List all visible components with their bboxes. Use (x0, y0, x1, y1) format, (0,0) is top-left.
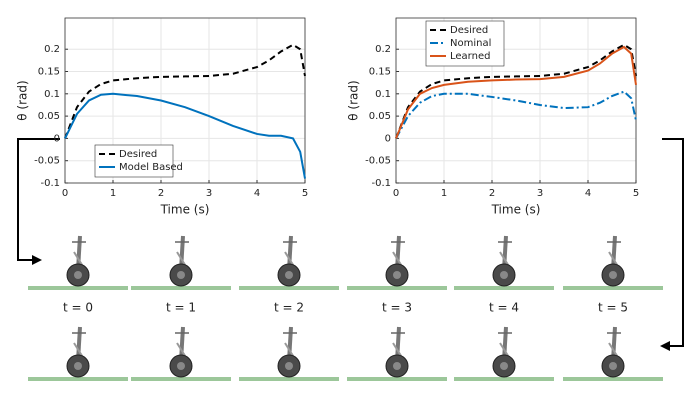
robot-hub (393, 362, 401, 370)
frame-label: t = 3 (382, 301, 412, 315)
y-tick-label: -0.05 (34, 156, 60, 167)
arrow-head (32, 255, 42, 265)
robot (454, 235, 554, 290)
robot-hub (609, 271, 617, 279)
legend-label: Learned (450, 51, 490, 62)
robot-hub (393, 271, 401, 279)
x-tick-label: 3 (537, 188, 543, 199)
robot (347, 235, 447, 290)
data-line (395, 90, 637, 139)
x-tick-label: 5 (633, 188, 639, 199)
robot (131, 326, 231, 381)
data-line (64, 92, 306, 179)
robot (563, 326, 663, 381)
arrow-right (662, 138, 684, 347)
robot (131, 235, 231, 290)
plot-frame (395, 17, 637, 184)
y-tick-label: -0.05 (365, 156, 391, 167)
x-tick-label: 4 (254, 188, 260, 199)
legend-label: Model Based (119, 162, 183, 173)
y-tick-label: 0 (54, 133, 60, 144)
robot-hub (500, 362, 508, 370)
frame-label: t = 5 (598, 301, 628, 315)
plot-frame (64, 17, 306, 184)
y-tick-label: 0.05 (369, 111, 391, 122)
y-tick-label: 0.1 (375, 89, 391, 100)
robot (563, 235, 663, 290)
y-tick-label: 0.1 (44, 89, 60, 100)
y-tick-label: -0.1 (40, 178, 60, 189)
robot-hub (177, 271, 185, 279)
robot-hub (74, 271, 82, 279)
frame-label: t = 2 (274, 301, 304, 315)
data-line (64, 43, 306, 139)
robot-hub (285, 271, 293, 279)
x-tick-label: 0 (393, 188, 399, 199)
robot (454, 326, 554, 381)
arrow-head (660, 341, 670, 351)
x-tick-label: 1 (441, 188, 447, 199)
robot (239, 326, 339, 381)
y-tick-label: 0.05 (38, 111, 60, 122)
legend-label: Desired (450, 25, 488, 36)
robot (28, 326, 128, 381)
x-tick-label: 0 (62, 188, 68, 199)
frame-label: t = 1 (166, 301, 196, 315)
arrow-left (17, 138, 60, 261)
legend-box (94, 144, 174, 178)
y-tick-label: 0 (385, 133, 391, 144)
robot-hub (285, 362, 293, 370)
x-tick-label: 2 (489, 188, 495, 199)
robot (347, 326, 447, 381)
robot (239, 235, 339, 290)
x-tick-label: 5 (302, 188, 308, 199)
y-tick-label: 0.15 (38, 67, 60, 78)
robot-hub (500, 271, 508, 279)
x-tick-label: 2 (158, 188, 164, 199)
data-line (395, 43, 637, 139)
arrows (17, 138, 684, 347)
robot-hub (177, 362, 185, 370)
robot-hub (74, 362, 82, 370)
legend-box (425, 20, 505, 67)
legend-label: Nominal (450, 38, 491, 49)
x-tick-label: 4 (585, 188, 591, 199)
y-axis-label: θ (rad) (347, 80, 361, 120)
y-axis-label: θ (rad) (16, 80, 30, 120)
robot-hub (609, 362, 617, 370)
robot (28, 235, 128, 290)
y-tick-label: 0.2 (44, 44, 60, 55)
y-tick-label: 0.15 (369, 67, 391, 78)
y-tick-label: 0.2 (375, 44, 391, 55)
x-tick-label: 3 (206, 188, 212, 199)
x-axis-label: Time (s) (160, 203, 210, 217)
y-tick-label: -0.1 (371, 178, 391, 189)
data-line (395, 45, 637, 139)
x-axis-label: Time (s) (491, 203, 541, 217)
x-tick-label: 1 (110, 188, 116, 199)
frame-label: t = 4 (489, 301, 519, 315)
legend-label: Desired (119, 149, 157, 160)
frame-label: t = 0 (63, 301, 93, 315)
